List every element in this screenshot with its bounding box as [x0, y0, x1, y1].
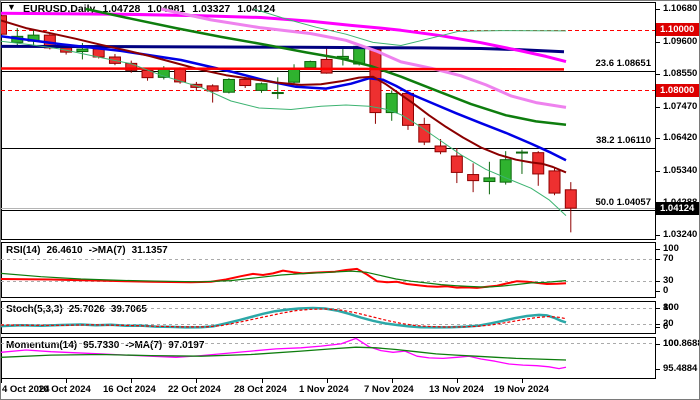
momentum-axis-label: 95.4884 [663, 362, 698, 374]
price-tick [656, 9, 660, 10]
date-tick [1, 379, 2, 383]
date-label: 16 Oct 2024 [103, 384, 156, 395]
price-tick-label: 1.08550 [663, 67, 698, 79]
fib-label: 50.0 1.04057 [595, 197, 651, 209]
rsi-axis-tick [656, 291, 660, 292]
stoch-signal-value: 39.7065 [110, 304, 147, 315]
date-tick [327, 379, 328, 383]
momentum-axis-tick [656, 344, 660, 345]
stochastic-axis-label: 0 [663, 321, 669, 332]
price-tick-label: 1.03240 [663, 228, 698, 240]
momentum-name: Momentum(14) [6, 340, 78, 351]
rsi-ma-name: ->MA(7) [88, 245, 126, 256]
stoch-name: Stoch(5,3,3) [6, 304, 63, 315]
main-chart-pane[interactable] [1, 2, 656, 240]
price-tick [656, 42, 660, 43]
date-tick [66, 379, 67, 383]
price-tick [656, 107, 660, 108]
stochastic-pane[interactable]: Stoch(5,3,3) 25.7026 39.7065 [1, 301, 656, 334]
symbol-period-label: EURUSD,Daily [23, 3, 96, 15]
ohlc-low: 1.03327 [192, 3, 231, 15]
momentum-axis-label: 100 [663, 338, 679, 349]
price-tick [656, 171, 660, 172]
ohlc-high: 1.04981 [147, 3, 186, 15]
stochastic-label: Stoch(5,3,3) 25.7026 39.7065 [6, 304, 153, 315]
price-tick [656, 235, 660, 236]
momentum-pane[interactable]: Momentum(14) 95.7330 ->MA(7) 97.0197 [1, 337, 656, 379]
date-label: 1 Nov 2024 [299, 384, 349, 395]
fib-label: 23.6 1.08651 [595, 57, 651, 69]
time-axis[interactable]: 4 Oct 2024 10 Oct 2024 16 Oct 2024 22 Oct 2… [1, 379, 699, 399]
price-tick [656, 138, 660, 139]
date-label: 22 Oct 2024 [168, 384, 221, 395]
price-tick-label: 1.09600 [663, 35, 698, 47]
price-tick [656, 74, 660, 75]
date-tick [131, 379, 132, 383]
rsi-pane[interactable]: RSI(14) 26.4610 ->MA(7) 31.1357 [1, 242, 656, 298]
momentum-label: Momentum(14) 95.7330 ->MA(7) 97.0197 [6, 340, 210, 351]
stochastic-axis-tick [656, 327, 660, 328]
rsi-axis-tick [656, 281, 660, 282]
date-tick [262, 379, 263, 383]
date-label: 7 Nov 2024 [364, 384, 414, 395]
stochastic-axis-tick [656, 308, 660, 309]
date-label: 13 Nov 2024 [429, 384, 484, 395]
stochastic-axis-label: 100 [663, 302, 679, 313]
momentum-ma-value: 97.0197 [168, 340, 205, 351]
rsi-axis-label: 0 [663, 285, 669, 296]
rsi-axis-label: 100 [663, 243, 679, 254]
rsi-axis-label: 70 [663, 252, 674, 264]
date-tick [522, 379, 523, 383]
rsi-value: 26.4610 [46, 245, 83, 256]
price-level-box: 1.08000 [656, 83, 699, 97]
momentum-value: 95.7330 [83, 340, 120, 351]
price-tick-label: 1.06420 [663, 132, 698, 144]
date-label: 10 Oct 2024 [38, 384, 91, 395]
rsi-axis-tick [656, 259, 660, 260]
date-label: 19 Nov 2024 [494, 384, 549, 395]
ohlc-open: 1.04728 [102, 3, 141, 15]
momentum-axis-tick [656, 369, 660, 370]
price-tick-label: 1.10680 [663, 3, 698, 14]
price-axis[interactable]: 1.10680 1.09600 1.08550 1.07470 1.06420 1.053… [656, 1, 700, 379]
rsi-label: RSI(14) 26.4610 ->MA(7) 31.1357 [6, 245, 174, 256]
momentum-ma-name: ->MA(7) [125, 340, 163, 351]
date-label: 4 Oct 2024 [2, 384, 50, 395]
price-level-box: 1.10000 [656, 23, 699, 37]
price-tick-label: 1.07470 [663, 100, 698, 112]
date-tick [392, 379, 393, 383]
stochastic-axis-label: 80 [663, 302, 674, 313]
symbol-marker-icon: ▼ [7, 2, 16, 12]
stochastic-axis-label: 20 [663, 317, 674, 329]
stochastic-axis-tick [656, 324, 660, 325]
chart-header: EURUSD,Daily 1.04728 1.04981 1.03327 1.04124 [23, 3, 282, 15]
date-label: 28 Oct 2024 [234, 384, 287, 395]
date-tick [457, 379, 458, 383]
rsi-axis-tick [656, 249, 660, 250]
momentum-axis-label: 100.8688 [663, 338, 700, 349]
rsi-name: RSI(14) [6, 245, 41, 256]
date-tick [196, 379, 197, 383]
ohlc-close: 1.04124 [237, 3, 276, 15]
price-tick-label: 1.05340 [663, 165, 698, 177]
price-level-box: 1.04124 [656, 201, 699, 215]
rsi-ma-value: 31.1357 [131, 245, 168, 256]
rsi-axis-label: 30 [663, 275, 674, 287]
fib-label: 38.2 1.06110 [596, 134, 651, 146]
stoch-main-value: 25.7026 [68, 304, 105, 315]
